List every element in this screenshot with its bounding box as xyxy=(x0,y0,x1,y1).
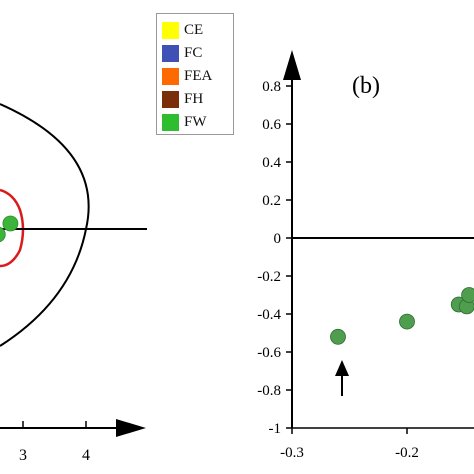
legend-item-fea: FEA xyxy=(162,66,212,86)
panel-b-y-axis-arrowhead xyxy=(283,50,301,80)
panel-b-y-tick-label: -0.2 xyxy=(257,269,281,285)
panel-b-annotation-arrow xyxy=(335,360,349,396)
panel-b-data-point xyxy=(461,287,474,303)
legend: CE FC FEA FH FW xyxy=(156,13,234,135)
panel-b-y-tick-label: 0.6 xyxy=(262,117,281,133)
legend-label: FW xyxy=(184,113,207,130)
panel-b-y-tick-label: -0.8 xyxy=(257,383,281,399)
panel-a-data-point xyxy=(2,215,19,232)
panel-a-x-tick-label: 4 xyxy=(82,447,90,464)
legend-label: FC xyxy=(184,44,203,61)
legend-label: FEA xyxy=(184,67,213,84)
panel-b-x-tick-label: -0.3 xyxy=(280,445,304,461)
panel-b-y-tick-label: 0 xyxy=(274,231,282,247)
panel-b-y-tick-label: -1 xyxy=(269,421,282,437)
legend-item-fc: FC xyxy=(162,43,202,63)
legend-label: FH xyxy=(184,90,204,107)
panel-b-points xyxy=(330,287,474,345)
legend-swatch xyxy=(162,90,179,108)
panel-b-x-tick-label: -0.2 xyxy=(395,445,419,461)
legend-swatch xyxy=(162,21,179,39)
panel-b: 0.8 0.6 0.4 0.2 0 -0.2 -0.4 -0.6 -0.8 -1 -0.3 -0.2 xyxy=(257,50,474,461)
panel-b-data-point xyxy=(330,328,346,345)
legend-label: CE xyxy=(184,21,204,38)
legend-item-ce: CE xyxy=(162,20,203,40)
panel-a-points xyxy=(0,215,19,243)
panel-a: 3 4 xyxy=(0,103,147,464)
legend-item-fh: FH xyxy=(162,89,203,109)
panel-a-data-point xyxy=(0,226,6,243)
panel-b-y-tick-label: -0.4 xyxy=(257,307,281,323)
legend-swatch xyxy=(162,44,179,62)
panel-b-y-ticks: 0.8 0.6 0.4 0.2 0 -0.2 -0.4 -0.6 -0.8 -1 xyxy=(257,79,292,437)
panel-b-y-tick-label: 0.8 xyxy=(262,79,281,95)
panel-b-y-tick-label: 0.4 xyxy=(262,155,281,171)
legend-swatch xyxy=(162,67,179,85)
panel-b-data-point xyxy=(399,313,415,330)
panel-b-x-ticks: -0.3 -0.2 xyxy=(280,428,419,461)
panel-b-y-tick-label: 0.2 xyxy=(262,193,281,209)
panel-a-x-axis-arrowhead xyxy=(116,419,146,437)
legend-item-fw: FW xyxy=(162,112,207,132)
panel-b-label: (b) xyxy=(352,73,380,99)
panel-a-x-tick-label: 3 xyxy=(19,447,27,464)
panel-b-y-tick-label: -0.6 xyxy=(257,345,281,361)
legend-swatch xyxy=(162,113,179,131)
